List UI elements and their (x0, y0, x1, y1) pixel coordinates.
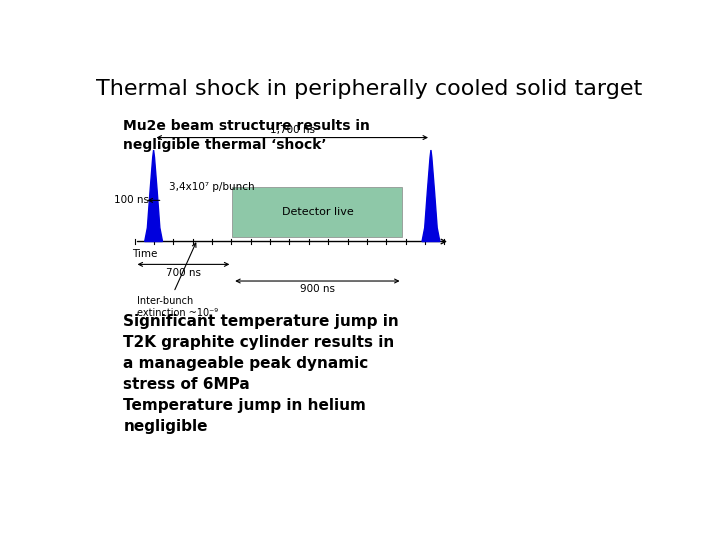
Text: Time: Time (132, 249, 157, 259)
Polygon shape (145, 150, 163, 241)
Text: 700 ns: 700 ns (166, 268, 201, 278)
Text: 1,700 ns: 1,700 ns (270, 125, 315, 136)
Bar (233, 187, 402, 237)
Text: 3,4x10⁷ p/bunch: 3,4x10⁷ p/bunch (169, 181, 255, 192)
Text: Thermal shock in peripherally cooled solid target: Thermal shock in peripherally cooled sol… (96, 79, 642, 99)
Text: Inter-bunch
extinction ~10⁻⁹: Inter-bunch extinction ~10⁻⁹ (138, 295, 219, 318)
Text: Mu2e beam structure results in
negligible thermal ‘shock’: Mu2e beam structure results in negligibl… (124, 119, 370, 152)
Text: 900 ns: 900 ns (300, 285, 335, 294)
Text: Significant temperature jump in
T2K graphite cylinder results in
a manageable pe: Significant temperature jump in T2K grap… (124, 314, 399, 434)
Text: 100 ns: 100 ns (114, 195, 149, 205)
Polygon shape (422, 150, 440, 241)
Text: Detector live: Detector live (282, 207, 354, 217)
